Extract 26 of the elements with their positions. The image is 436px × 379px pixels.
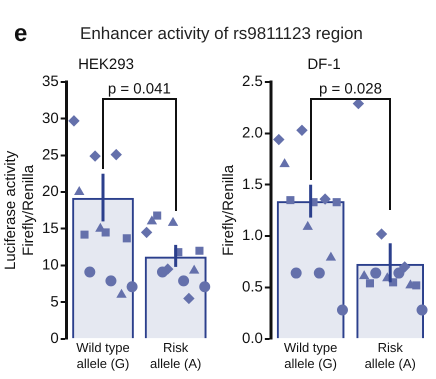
y-tick-label: 35 <box>42 73 59 90</box>
y-tick-label: 2.5 <box>242 73 263 90</box>
x-tick-label: Wild type allele (G) <box>76 340 130 371</box>
y-tick-label: 1.5 <box>242 176 263 193</box>
chart-title: Enhancer activity of rs9811123 region <box>80 24 363 44</box>
y-axis-title: Luciferase activity Firefly/Renilla <box>2 150 38 270</box>
y-tick-label: 0.5 <box>242 278 263 296</box>
y-tick-label: 20 <box>42 183 59 200</box>
y-tick-label: 0 <box>50 330 59 347</box>
annotation: p = 0.041 <box>108 80 171 98</box>
text: e <box>14 20 28 48</box>
y-axis-title: Firefly/Renilla <box>220 164 238 256</box>
y-tick-label: 15 <box>42 220 59 237</box>
annotation: p = 0.028 <box>318 80 382 98</box>
x-tick-label: Wild type allele (G) <box>284 340 338 371</box>
y-tick-label: 30 <box>42 110 59 127</box>
x-tick-label: Risk allele (A) <box>364 340 416 371</box>
y-tick-label: 25 <box>42 146 59 164</box>
y-tick-label: 1.0 <box>242 227 263 244</box>
y-tick-label: 5 <box>50 293 59 310</box>
y-tick-label: 2.0 <box>242 124 263 142</box>
x-tick-label: Risk allele (A) <box>150 340 202 371</box>
y-tick-label: 0.0 <box>242 330 263 347</box>
chart-subtitle: HEK293 <box>78 56 134 74</box>
y-tick-label: 10 <box>42 256 59 274</box>
chart-subtitle: DF-1 <box>307 56 341 74</box>
